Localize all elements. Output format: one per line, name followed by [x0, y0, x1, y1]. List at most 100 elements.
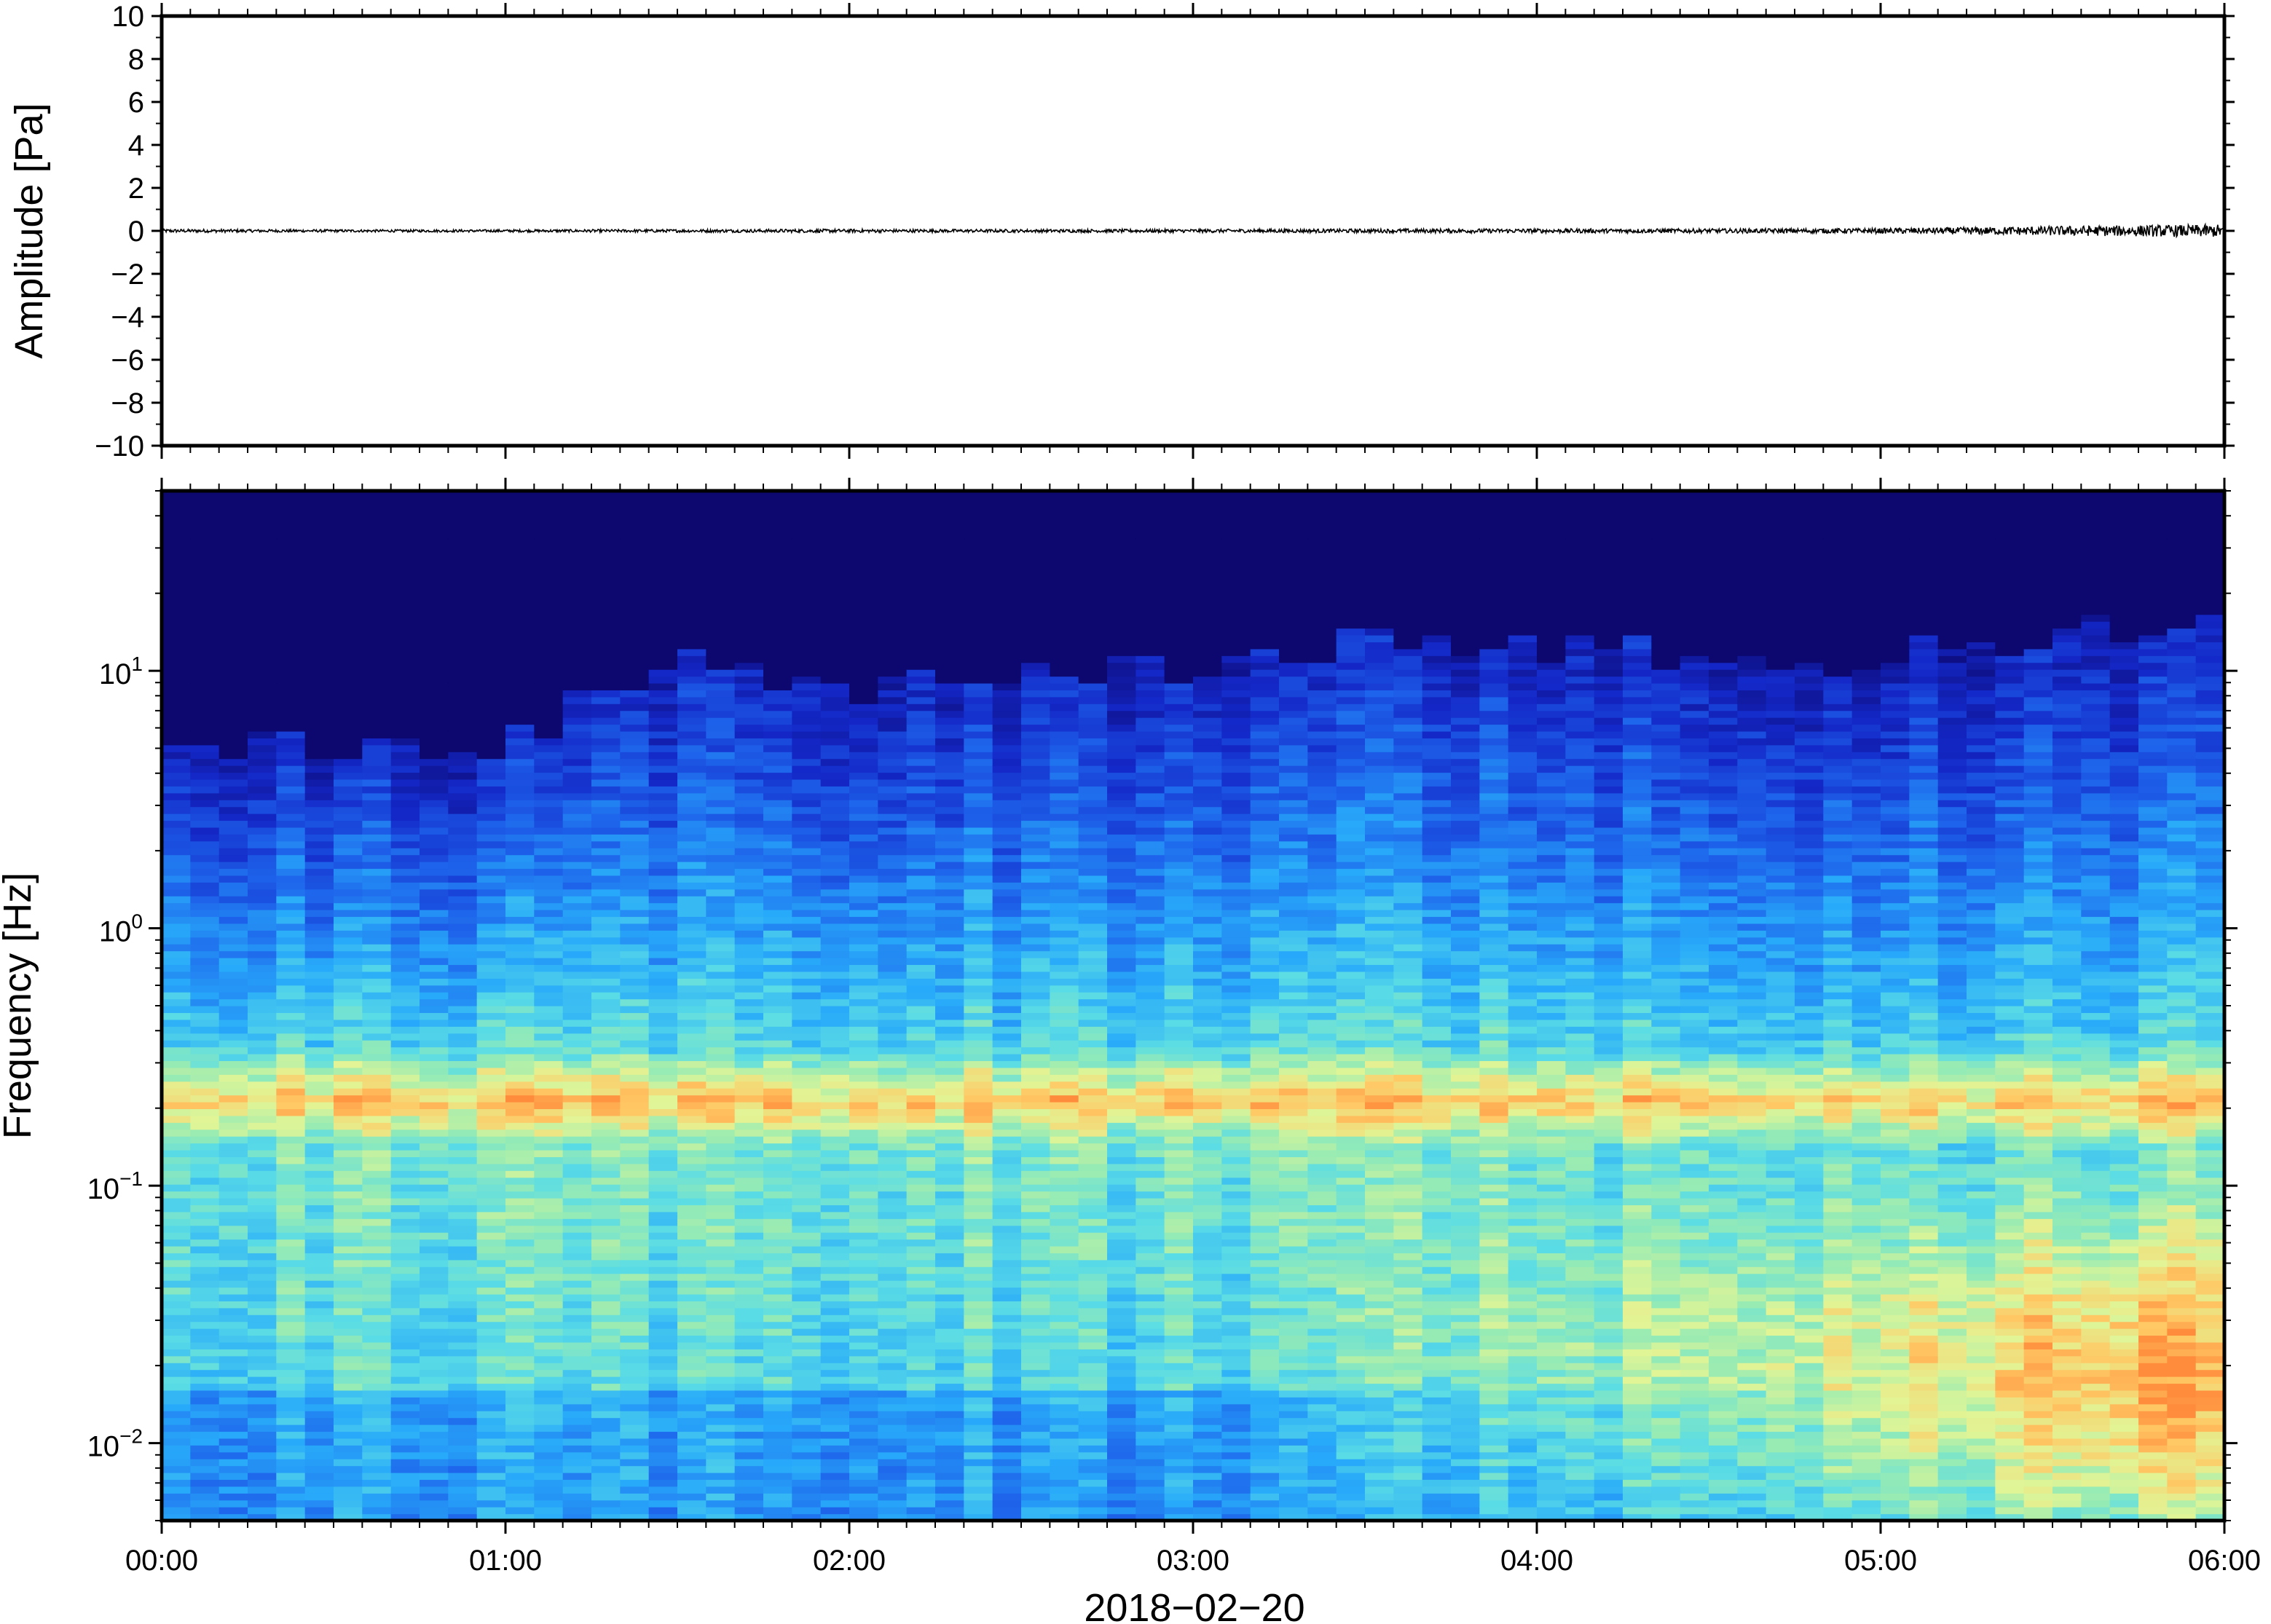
spectrogram-cell: [248, 662, 277, 670]
spectrogram-cell: [562, 1479, 592, 1487]
spectrogram-cell: [935, 1033, 964, 1041]
spectrogram-cell: [878, 902, 908, 910]
spectrogram-cell: [964, 1403, 993, 1411]
spectrogram-cell: [448, 1239, 478, 1247]
spectrogram-cell: [964, 676, 993, 684]
spectrogram-cell: [276, 525, 306, 533]
spectrogram-cell: [792, 642, 822, 650]
spectrogram-cell: [964, 1431, 993, 1439]
spectrogram-cell: [648, 669, 678, 677]
spectrogram-cell: [420, 511, 449, 519]
spectrogram-cell: [677, 1040, 707, 1048]
spectrogram-cell: [820, 985, 850, 993]
spectrogram-cell: [1050, 765, 1079, 773]
spectrogram-cell: [706, 827, 736, 835]
spectrogram-cell: [420, 1411, 449, 1419]
spectrogram-cell: [1021, 1417, 1050, 1425]
spectrogram-cell: [849, 1273, 878, 1281]
spectrogram-cell: [248, 552, 277, 560]
spectrogram-cell: [562, 1232, 592, 1240]
spectrogram-cell: [763, 717, 792, 725]
spectrogram-cell: [677, 1280, 707, 1288]
spectrogram-cell: [334, 882, 363, 890]
spectrogram-cell: [362, 1088, 392, 1096]
spectrogram-cell: [390, 1363, 420, 1371]
spectrogram-cell: [706, 992, 736, 1000]
spectrogram-cell: [219, 1149, 248, 1157]
spectrogram-cell: [448, 1225, 478, 1233]
spectrogram-cell: [648, 1184, 678, 1192]
spectrogram-cell: [505, 1438, 535, 1446]
spectrogram-cell: [591, 1486, 621, 1494]
spectrogram-cell: [964, 1095, 993, 1103]
spectrogram-cell: [763, 525, 792, 533]
spectrogram-cell: [562, 1245, 592, 1253]
spectrogram-cell: [219, 1239, 248, 1247]
spectrogram-cell: [562, 772, 592, 780]
spectrogram-cell: [248, 1314, 277, 1323]
spectrogram-cell: [334, 1156, 363, 1164]
spectrogram-cell: [849, 1033, 878, 1041]
spectrogram-cell: [219, 1205, 248, 1213]
spectrogram-cell: [1021, 607, 1050, 615]
spectrogram-cell: [162, 1211, 191, 1219]
spectrogram-cell: [849, 559, 878, 567]
spectrogram-cell: [505, 655, 535, 663]
spectrogram-cell: [162, 518, 191, 526]
spectrogram-cell: [420, 696, 449, 704]
spectrogram-cell: [677, 614, 707, 622]
spectrogram-cell: [1021, 1363, 1050, 1371]
spectrogram-cell: [190, 1479, 220, 1487]
spectrogram-cell: [620, 1451, 650, 1459]
spectrogram-cell: [562, 518, 592, 526]
spectrogram-cell: [190, 1218, 220, 1226]
spectrogram-cell: [1021, 888, 1050, 896]
spectrogram-cell: [792, 676, 822, 684]
spectrogram-cell: [763, 545, 792, 553]
spectrogram-cell: [362, 1341, 392, 1349]
spectrogram-cell: [648, 1363, 678, 1371]
spectrogram-cell: [820, 724, 850, 732]
spectrogram-cell: [706, 1451, 736, 1459]
spectrogram-cell: [190, 1403, 220, 1411]
spectrogram-cell: [334, 1266, 363, 1274]
spectrogram-cell: [562, 971, 592, 979]
spectrogram-cell: [248, 669, 277, 677]
spectrogram-cell: [276, 1390, 306, 1398]
spectrogram-cell: [562, 566, 592, 574]
spectrogram-cell: [935, 532, 964, 540]
spectrogram-cell: [248, 1403, 277, 1411]
spectrogram-cell: [935, 710, 964, 718]
spectrogram-cell: [534, 1397, 564, 1405]
spectrogram-cell: [476, 1424, 506, 1432]
spectrogram-cell: [190, 971, 220, 979]
spectrogram-cell: [878, 710, 908, 718]
spectrogram-cell: [362, 1397, 392, 1405]
spectrogram-cell: [562, 840, 592, 848]
spectrogram-cell: [362, 744, 392, 752]
spectrogram-cell: [476, 937, 506, 945]
spectrogram-cell: [334, 888, 363, 896]
spectrogram-cell: [906, 1156, 936, 1164]
spectrogram-cell: [219, 862, 248, 870]
spectrogram-cell: [219, 511, 248, 519]
spectrogram-cell: [964, 1129, 993, 1137]
spectrogram-cell: [562, 1376, 592, 1384]
spectrogram-cell: [792, 710, 822, 718]
spectrogram-cell: [562, 958, 592, 966]
spectrogram-cell: [849, 1218, 878, 1226]
spectrogram-cell: [964, 1019, 993, 1027]
spectrogram-cell: [190, 923, 220, 931]
spectrogram-cell: [677, 888, 707, 896]
spectrogram-cell: [420, 834, 449, 842]
spectrogram-cell: [763, 1081, 792, 1089]
spectrogram-cell: [820, 1046, 850, 1055]
spectrogram-cell: [476, 1074, 506, 1082]
spectrogram-cell: [648, 882, 678, 890]
spectrogram-cell: [591, 1108, 621, 1116]
spectrogram-cell: [219, 648, 248, 656]
spectrogram-cell: [420, 1026, 449, 1034]
spectrogram-cell: [820, 971, 850, 979]
spectrogram-cell: [162, 1451, 191, 1459]
spectrogram-cell: [677, 1225, 707, 1233]
